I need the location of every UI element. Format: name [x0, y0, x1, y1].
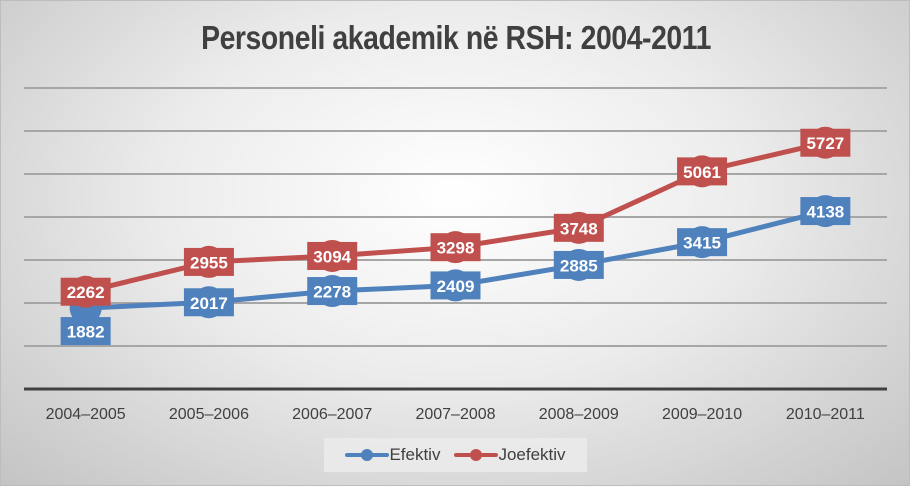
svg-text:5727: 5727	[806, 134, 844, 153]
svg-text:1882: 1882	[67, 323, 105, 342]
legend-label: Efektiv	[389, 445, 441, 464]
data-label: 2885	[553, 250, 604, 279]
data-label: 2278	[307, 277, 358, 306]
svg-text:2409: 2409	[437, 277, 475, 296]
data-label: 3094	[307, 241, 358, 270]
data-label: 4138	[800, 197, 851, 226]
x-tick-label: 2006–2007	[292, 406, 372, 423]
data-label: 2262	[60, 277, 111, 306]
svg-text:2955: 2955	[190, 253, 228, 272]
line-marker-icon	[454, 448, 499, 462]
data-label: 2017	[183, 288, 234, 317]
data-label: 3748	[553, 213, 604, 242]
svg-text:3094: 3094	[313, 247, 351, 266]
legend-label: Joefektiv	[498, 445, 566, 464]
legend: Efektiv Joefektiv	[324, 438, 587, 472]
svg-text:2262: 2262	[67, 283, 105, 302]
chart-title: Personeli akademik në RSH: 2004-2011	[201, 19, 711, 56]
data-label: 2955	[183, 247, 234, 276]
svg-text:2017: 2017	[190, 294, 228, 313]
x-tick-label: 2009–2010	[662, 406, 742, 423]
data-label: 1882	[60, 317, 111, 346]
svg-text:3415: 3415	[683, 234, 721, 253]
legend-item-joefektiv[interactable]: Joefektiv	[454, 445, 566, 465]
data-label: 5061	[677, 157, 728, 186]
svg-text:3298: 3298	[437, 239, 475, 258]
svg-text:3748: 3748	[560, 219, 598, 238]
x-tick-label: 2008–2009	[539, 406, 619, 423]
svg-text:4138: 4138	[806, 203, 844, 222]
data-label: 2409	[430, 271, 481, 300]
line-marker-icon	[345, 448, 390, 462]
svg-text:5061: 5061	[683, 163, 721, 182]
data-label: 5727	[800, 128, 851, 157]
x-tick-label: 2004–2005	[46, 406, 126, 423]
legend-item-efektiv[interactable]: Efektiv	[345, 445, 440, 465]
x-tick-label: 2010–2011	[786, 406, 865, 423]
data-label: 3298	[430, 233, 481, 262]
x-tick-label: 2007–2008	[415, 406, 495, 423]
svg-text:2885: 2885	[560, 256, 598, 275]
x-tick-label: 2005–2006	[169, 406, 249, 423]
data-label: 3415	[677, 228, 728, 257]
svg-text:2278: 2278	[313, 283, 351, 302]
